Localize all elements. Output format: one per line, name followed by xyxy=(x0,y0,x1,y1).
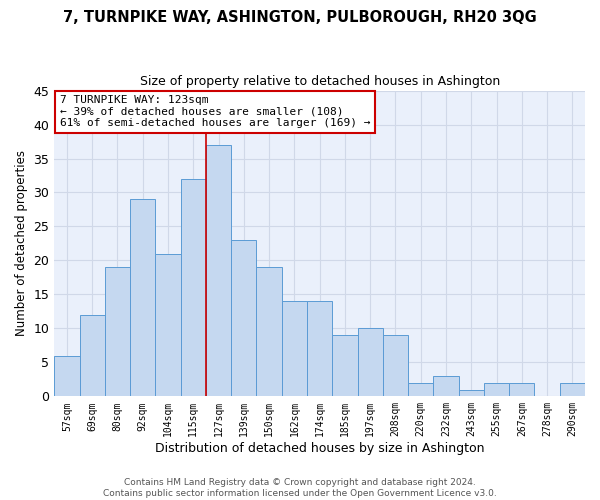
Bar xyxy=(231,240,256,396)
Bar xyxy=(181,179,206,396)
Bar xyxy=(155,254,181,396)
Bar xyxy=(358,328,383,396)
Bar xyxy=(256,267,282,396)
Bar xyxy=(383,335,408,396)
Bar xyxy=(408,382,433,396)
Bar xyxy=(458,390,484,396)
Text: Contains HM Land Registry data © Crown copyright and database right 2024.
Contai: Contains HM Land Registry data © Crown c… xyxy=(103,478,497,498)
Bar xyxy=(282,301,307,396)
X-axis label: Distribution of detached houses by size in Ashington: Distribution of detached houses by size … xyxy=(155,442,484,455)
Bar xyxy=(509,382,535,396)
Y-axis label: Number of detached properties: Number of detached properties xyxy=(15,150,28,336)
Bar xyxy=(332,335,358,396)
Bar xyxy=(206,145,231,397)
Text: 7, TURNPIKE WAY, ASHINGTON, PULBOROUGH, RH20 3QG: 7, TURNPIKE WAY, ASHINGTON, PULBOROUGH, … xyxy=(63,10,537,25)
Title: Size of property relative to detached houses in Ashington: Size of property relative to detached ho… xyxy=(140,75,500,88)
Bar xyxy=(80,315,105,396)
Text: 7 TURNPIKE WAY: 123sqm
← 39% of detached houses are smaller (108)
61% of semi-de: 7 TURNPIKE WAY: 123sqm ← 39% of detached… xyxy=(59,95,370,128)
Bar xyxy=(307,301,332,396)
Bar xyxy=(560,382,585,396)
Bar xyxy=(105,267,130,396)
Bar xyxy=(130,200,155,396)
Bar xyxy=(484,382,509,396)
Bar xyxy=(54,356,80,397)
Bar xyxy=(433,376,458,396)
